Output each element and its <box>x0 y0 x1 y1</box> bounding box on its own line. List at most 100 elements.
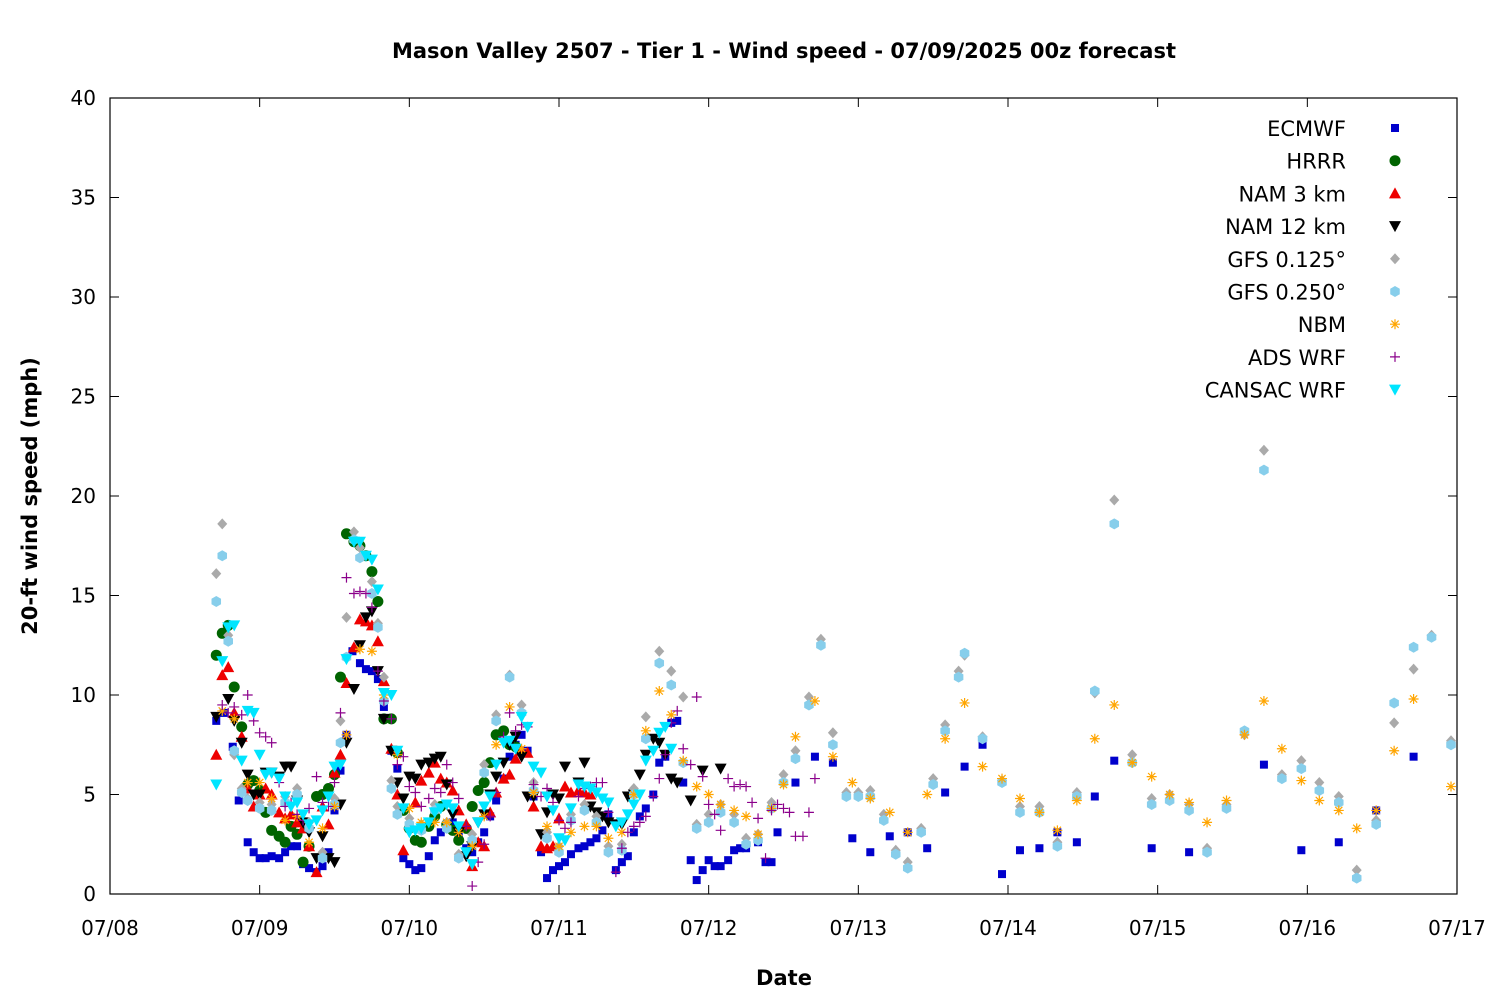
point-ads-wrf <box>429 783 440 794</box>
point-gfs-0-250 <box>1202 846 1212 858</box>
point-cansac-wrf <box>503 735 516 747</box>
point-nam-12-km <box>253 789 266 801</box>
point-gfs-0-125 <box>1351 864 1362 876</box>
point-ads-wrf <box>260 731 271 742</box>
point-ads-wrf <box>416 801 427 812</box>
point-hrrr <box>466 800 478 812</box>
point-nam-12-km <box>285 761 298 773</box>
point-cansac-wrf <box>627 799 640 811</box>
point-nam-12-km <box>347 684 360 696</box>
legend-marker-nam-3-km <box>1389 187 1401 199</box>
point-ecmwf <box>574 844 583 853</box>
point-ecmwf <box>598 826 607 835</box>
x-axis-label: Date <box>756 966 812 990</box>
point-ecmwf <box>978 740 987 749</box>
point-gfs-0-250 <box>479 767 489 779</box>
point-ecmwf <box>543 874 552 883</box>
point-ads-wrf <box>685 759 696 770</box>
x-tick-label: 07/17 <box>1428 916 1486 940</box>
point-cansac-wrf <box>665 743 678 755</box>
point-ecmwf <box>255 854 264 863</box>
point-gfs-0-125 <box>827 727 838 739</box>
point-cansac-wrf <box>440 799 453 811</box>
point-ecmwf <box>586 838 595 847</box>
point-gfs-0-250 <box>841 790 852 802</box>
point-nam-3-km <box>222 661 235 673</box>
point-cansac-wrf <box>515 711 528 723</box>
x-tick-label: 07/13 <box>830 916 888 940</box>
point-ads-wrf <box>528 779 539 790</box>
point-nbm <box>1239 729 1250 740</box>
point-cansac-wrf <box>521 721 534 733</box>
point-cansac-wrf <box>273 773 286 785</box>
point-nam-12-km <box>696 765 709 777</box>
point-nbm <box>809 695 820 706</box>
point-gfs-0-125 <box>1258 444 1269 456</box>
point-cansac-wrf <box>615 817 628 829</box>
point-gfs-0-250 <box>1259 464 1269 476</box>
point-ecmwf <box>617 858 626 867</box>
point-gfs-0-250 <box>266 804 277 816</box>
point-nam-3-km <box>558 780 571 792</box>
point-nbm <box>1276 743 1287 754</box>
point-gfs-0-250 <box>367 588 377 600</box>
point-gfs-0-125 <box>654 645 665 657</box>
point-cansac-wrf <box>210 779 223 791</box>
point-nam-3-km <box>334 748 347 760</box>
point-ecmwf <box>1185 848 1194 857</box>
point-nbm <box>504 701 515 712</box>
point-gfs-0-250 <box>373 621 383 633</box>
point-nbm <box>654 686 665 697</box>
point-ads-wrf <box>510 725 521 736</box>
point-gfs-0-125 <box>1127 749 1138 761</box>
point-gfs-0-250 <box>703 816 714 828</box>
point-cansac-wrf <box>466 859 479 871</box>
point-cansac-wrf <box>434 803 447 815</box>
point-gfs-0-125 <box>803 691 814 703</box>
point-ecmwf <box>436 828 445 837</box>
point-cansac-wrf <box>291 797 304 809</box>
point-cansac-wrf <box>478 801 491 813</box>
point-gfs-0-125 <box>479 759 490 771</box>
point-cansac-wrf <box>397 803 410 815</box>
point-gfs-0-250 <box>1389 697 1399 709</box>
point-cansac-wrf <box>547 805 560 817</box>
point-ecmwf <box>281 848 290 857</box>
point-cansac-wrf <box>253 749 266 761</box>
point-cansac-wrf <box>472 817 485 829</box>
point-nam-12-km <box>377 713 390 725</box>
point-ads-wrf <box>803 807 814 818</box>
point-nam-12-km <box>415 759 428 771</box>
point-nbm <box>691 781 702 792</box>
point-cansac-wrf <box>334 759 347 771</box>
point-ecmwf <box>848 834 857 843</box>
data-points <box>210 444 1457 892</box>
point-ads-wrf <box>703 799 714 810</box>
point-nbm <box>628 789 639 800</box>
point-gfs-0-125 <box>678 691 689 703</box>
y-tick-label: 15 <box>71 584 96 608</box>
point-nbm <box>1389 745 1400 756</box>
point-ads-wrf <box>479 839 490 850</box>
legend-marker-hrrr <box>1389 155 1401 167</box>
point-nbm <box>280 815 291 826</box>
point-nbm <box>317 823 328 834</box>
point-nam-3-km <box>527 800 540 812</box>
point-cansac-wrf <box>590 787 603 799</box>
point-ads-wrf <box>229 701 240 712</box>
point-nbm <box>959 697 970 708</box>
point-ecmwf <box>773 828 782 837</box>
point-gfs-0-250 <box>217 550 228 562</box>
point-nbm <box>1296 775 1307 786</box>
point-nam-3-km <box>415 774 428 786</box>
point-cansac-wrf <box>216 656 229 668</box>
legend-marker-nam-12-km <box>1389 221 1401 233</box>
point-ads-wrf <box>453 793 464 804</box>
point-nbm <box>977 761 988 772</box>
point-cansac-wrf <box>340 654 353 666</box>
point-ecmwf <box>592 834 601 843</box>
point-gfs-0-125 <box>335 715 346 727</box>
point-ecmwf <box>1334 838 1343 847</box>
point-ecmwf <box>655 758 664 767</box>
